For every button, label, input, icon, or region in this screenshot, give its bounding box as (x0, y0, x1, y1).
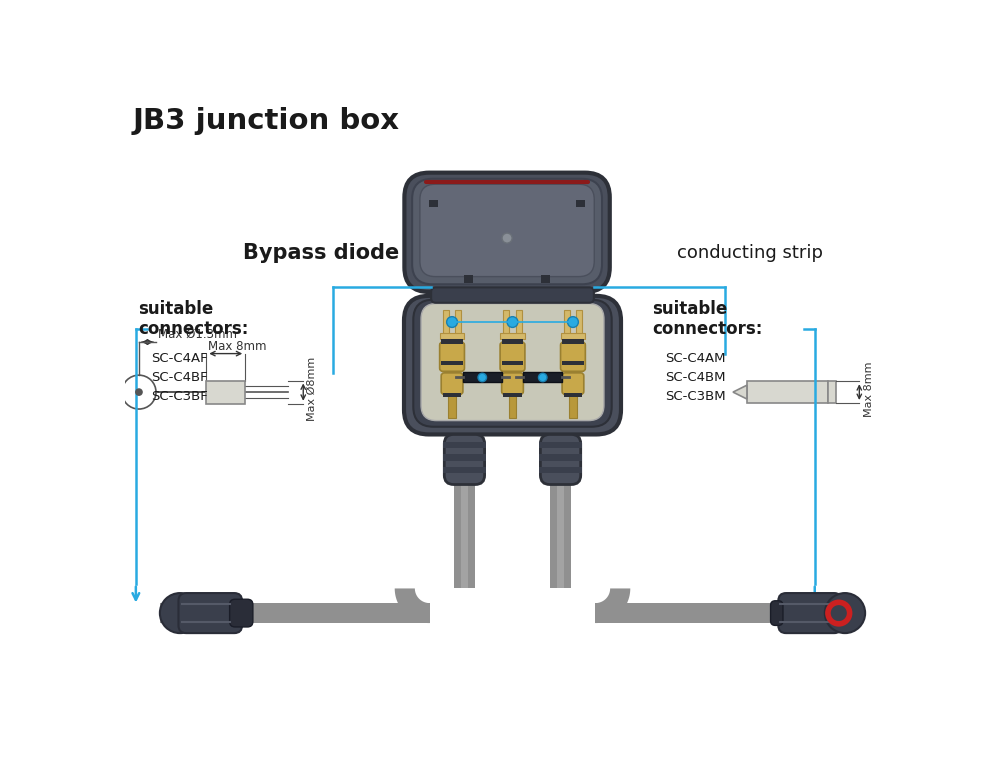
Polygon shape (595, 588, 630, 623)
Bar (441, 339, 463, 343)
FancyBboxPatch shape (561, 342, 585, 371)
FancyBboxPatch shape (420, 184, 594, 277)
Bar (564, 310, 570, 334)
Bar (561, 333, 585, 339)
Text: Max Ø8mm: Max Ø8mm (306, 357, 316, 422)
FancyBboxPatch shape (412, 179, 602, 285)
Bar (454, 484, 475, 588)
Bar (576, 200, 585, 207)
Text: suitable
connectors:: suitable connectors: (138, 300, 249, 338)
Bar (523, 373, 562, 382)
Text: SC-C4AM
SC-C4BM
SC-C3BM: SC-C4AM SC-C4BM SC-C3BM (665, 352, 726, 403)
FancyBboxPatch shape (444, 435, 485, 484)
FancyBboxPatch shape (404, 173, 610, 292)
Bar (461, 484, 468, 588)
Text: Max 8mm: Max 8mm (208, 340, 266, 353)
Bar (464, 275, 473, 283)
Circle shape (160, 593, 200, 633)
FancyBboxPatch shape (500, 342, 525, 371)
Bar (440, 333, 464, 339)
FancyBboxPatch shape (502, 373, 523, 395)
Bar (539, 467, 582, 473)
Bar (564, 393, 582, 398)
Bar (541, 275, 550, 283)
FancyBboxPatch shape (540, 435, 581, 484)
Polygon shape (395, 588, 430, 623)
Text: conducting strip: conducting strip (677, 245, 823, 262)
Circle shape (447, 317, 457, 327)
Bar (443, 467, 486, 473)
Bar (443, 310, 449, 334)
Text: suitable
connectors:: suitable connectors: (652, 300, 762, 338)
Bar (509, 395, 516, 418)
Text: Max Ø1.3mm: Max Ø1.3mm (158, 328, 237, 341)
Text: JB3 junction box: JB3 junction box (133, 107, 400, 135)
Bar (448, 395, 456, 418)
Bar (576, 310, 582, 334)
Text: SC-C4AF
SC-C4BF
SC-C3BF: SC-C4AF SC-C4BF SC-C3BF (151, 352, 208, 403)
Polygon shape (828, 381, 836, 403)
Bar (443, 454, 486, 461)
Bar (502, 360, 523, 365)
Circle shape (825, 593, 865, 633)
Bar (539, 442, 582, 448)
Polygon shape (733, 385, 747, 399)
Bar (429, 200, 438, 207)
FancyBboxPatch shape (441, 373, 463, 395)
Circle shape (507, 317, 518, 327)
Bar (502, 339, 523, 343)
FancyBboxPatch shape (431, 288, 594, 303)
Bar (557, 484, 564, 588)
Text: Max 8mm: Max 8mm (864, 361, 874, 417)
FancyBboxPatch shape (778, 593, 842, 633)
Bar (443, 442, 486, 448)
FancyBboxPatch shape (562, 373, 584, 395)
FancyBboxPatch shape (413, 300, 612, 427)
Circle shape (568, 317, 578, 327)
Bar (455, 310, 461, 334)
FancyBboxPatch shape (178, 593, 242, 633)
FancyBboxPatch shape (404, 296, 621, 435)
Bar (500, 333, 525, 339)
Bar (441, 360, 463, 365)
Bar (562, 360, 584, 365)
Bar (747, 381, 828, 403)
FancyBboxPatch shape (230, 599, 253, 627)
Bar (595, 603, 788, 623)
Circle shape (478, 373, 487, 382)
FancyBboxPatch shape (421, 304, 604, 421)
Bar (503, 393, 522, 398)
Bar (569, 395, 577, 418)
Circle shape (502, 233, 512, 243)
Bar (443, 393, 461, 398)
Bar (206, 380, 245, 404)
Bar (160, 603, 430, 623)
Bar (562, 339, 584, 343)
FancyBboxPatch shape (771, 601, 783, 626)
FancyBboxPatch shape (440, 342, 464, 371)
Bar (516, 310, 522, 334)
Bar (550, 484, 571, 588)
Bar (463, 373, 502, 382)
Bar (503, 310, 509, 334)
Bar (539, 454, 582, 461)
Circle shape (538, 373, 547, 382)
Text: Bypass diode: Bypass diode (243, 243, 399, 263)
Circle shape (135, 389, 143, 396)
